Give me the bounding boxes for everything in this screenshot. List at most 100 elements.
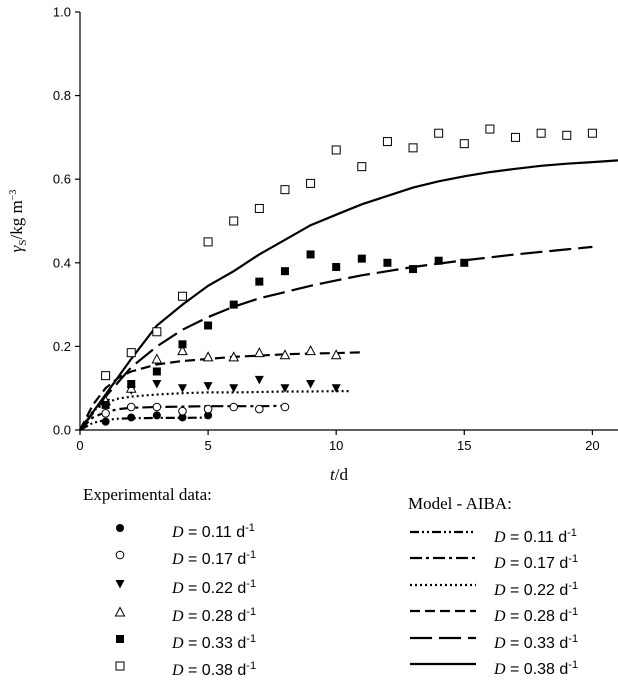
- data-point-5: [229, 216, 239, 226]
- data-point-1: [229, 402, 239, 412]
- legend-exp-label-2: D = 0.22 d-1: [171, 578, 256, 597]
- data-point-3: [151, 353, 163, 364]
- legend-model-label-0: D = 0.11 d-1: [493, 527, 577, 546]
- legend-exp-label-0: D = 0.11 d-1: [171, 522, 255, 541]
- data-point-3: [279, 349, 291, 360]
- data-point-4: [409, 265, 418, 274]
- data-point-4: [204, 321, 213, 330]
- axes: 0 5 10 15 20 0.0 0.2 0.4 0.6 0.8 1.0 t/d γS/kg m−3: [7, 5, 618, 484]
- legend-model-label-2: D = 0.22 d-1: [493, 580, 578, 599]
- data-point-5: [357, 162, 367, 172]
- data-point-5: [382, 137, 392, 147]
- model-line-5: [79, 159, 618, 431]
- data-point-3: [330, 349, 342, 360]
- data-point-4: [383, 258, 392, 267]
- model-line-0: [79, 416, 209, 431]
- data-point-1: [178, 406, 187, 416]
- data-point-5: [101, 371, 111, 381]
- data-point-4: [127, 380, 136, 389]
- x-tick-label: 15: [457, 438, 471, 453]
- data-point-2: [203, 382, 213, 391]
- data-point-4: [178, 340, 187, 349]
- data-point-2: [229, 384, 239, 393]
- legend-experimental-title: Experimental data:: [83, 485, 212, 504]
- data-point-5: [408, 143, 418, 153]
- data-point-2: [306, 380, 316, 389]
- y-tick-label: 0.8: [53, 88, 71, 103]
- legend-exp-marker-4: [116, 635, 124, 643]
- data-point-1: [280, 402, 290, 412]
- data-point-5: [562, 130, 572, 140]
- legend-model-title: Model - AIBA:: [408, 494, 512, 513]
- legend-exp-marker-5: [115, 661, 125, 671]
- data-point-3: [254, 347, 265, 358]
- legend-model-label-5: D = 0.38 d-1: [493, 659, 578, 678]
- legend-model-label-1: D = 0.17 d-1: [493, 553, 578, 572]
- plot-markers: [100, 124, 597, 426]
- data-point-4: [152, 367, 161, 376]
- legend-exp-label-5: D = 0.38 d-1: [171, 660, 256, 679]
- model-line-2: [79, 390, 349, 431]
- data-point-1: [101, 408, 110, 418]
- data-point-5: [203, 237, 213, 247]
- data-point-4: [306, 250, 315, 259]
- model-line-4: [79, 245, 593, 431]
- data-point-5: [459, 139, 469, 149]
- legend-model-label-4: D = 0.33 d-1: [493, 633, 578, 652]
- legend-exp-marker-0: [116, 524, 124, 532]
- x-tick-label: 10: [329, 438, 343, 453]
- data-point-5: [331, 145, 341, 155]
- x-tick-label: 0: [76, 438, 83, 453]
- x-tick-label: 5: [204, 438, 211, 453]
- legend-exp-label-3: D = 0.28 d-1: [171, 606, 256, 625]
- data-point-1: [203, 404, 213, 414]
- data-point-5: [587, 128, 597, 138]
- legend: Experimental data: Model - AIBA: D = 0.11 …: [83, 485, 578, 679]
- data-point-1: [152, 402, 162, 412]
- data-point-4: [357, 254, 366, 263]
- data-point-3: [228, 351, 240, 362]
- y-tick-label: 0.4: [53, 255, 71, 270]
- data-point-2: [177, 384, 187, 393]
- y-axis-title-text: γS/kg m−3: [7, 190, 29, 253]
- data-point-2: [254, 375, 264, 385]
- data-point-5: [152, 327, 162, 337]
- y-tick-label: 1.0: [53, 5, 71, 20]
- data-point-2: [280, 384, 290, 393]
- legend-exp-label-4: D = 0.33 d-1: [171, 633, 256, 652]
- y-tick-label: 0.0: [53, 423, 71, 438]
- data-point-4: [101, 400, 110, 409]
- legend-exp-label-1: D = 0.17 d-1: [171, 549, 256, 568]
- data-point-3: [202, 351, 214, 362]
- data-point-4: [460, 258, 469, 267]
- plot-lines: [79, 159, 618, 431]
- legend-exp-marker-2: [115, 580, 125, 589]
- data-point-0: [152, 411, 161, 420]
- legend-exp-marker-1: [115, 550, 125, 560]
- y-tick-label: 0.2: [53, 339, 71, 354]
- data-point-5: [485, 124, 495, 134]
- data-point-5: [306, 178, 316, 188]
- data-point-5: [126, 348, 136, 358]
- data-point-4: [255, 277, 264, 286]
- legend-model-label-3: D = 0.28 d-1: [493, 606, 578, 625]
- data-point-0: [101, 417, 110, 426]
- data-point-0: [178, 413, 187, 422]
- data-point-2: [152, 380, 162, 389]
- data-point-3: [177, 345, 188, 356]
- legend-exp-marker-3: [114, 606, 126, 617]
- data-point-1: [255, 404, 264, 414]
- data-point-1: [126, 402, 136, 412]
- data-point-5: [536, 128, 546, 138]
- data-point-5: [254, 203, 264, 213]
- data-point-5: [434, 128, 444, 138]
- data-point-4: [332, 262, 341, 271]
- data-point-3: [305, 345, 316, 356]
- data-point-4: [280, 267, 289, 276]
- x-tick-label: 20: [585, 438, 599, 453]
- data-point-0: [127, 413, 136, 422]
- model-line-1: [79, 404, 286, 431]
- data-point-5: [177, 291, 187, 301]
- data-point-0: [204, 411, 213, 420]
